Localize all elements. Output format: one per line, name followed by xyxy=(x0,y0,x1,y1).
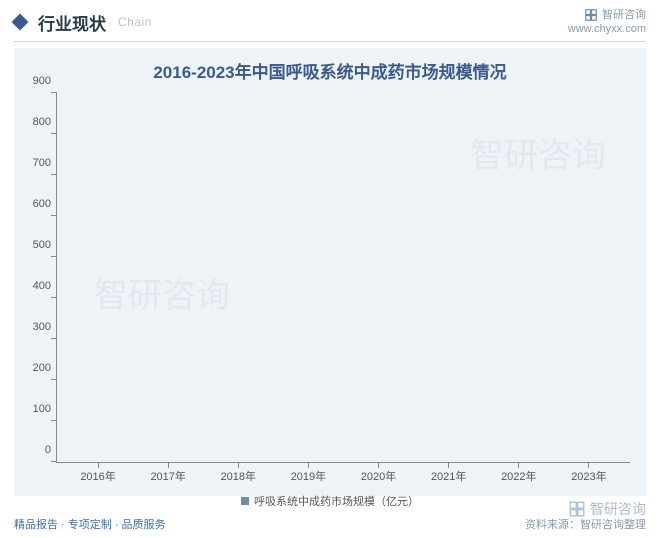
x-label: 2019年 xyxy=(291,468,326,484)
footer-left: 精品报告 · 专项定制 · 品质服务 xyxy=(14,516,166,532)
x-label: 2023年 xyxy=(571,468,606,484)
x-label: 2021年 xyxy=(431,468,466,484)
header-right: 智研咨询 www.chyxx.com xyxy=(568,8,646,37)
y-tick xyxy=(51,379,57,380)
chart-title: 2016-2023年中国呼吸系统中成药市场规模情况 xyxy=(22,58,638,83)
y-tick xyxy=(51,420,57,421)
header-subtitle: Chain xyxy=(118,15,152,29)
header-left: 行业现状 Chain xyxy=(14,10,152,35)
brand-logo-icon xyxy=(584,8,598,22)
y-tick xyxy=(51,297,57,298)
bars-container: 2016年2017年2018年2019年2020年2021年2022年2023年 xyxy=(57,93,630,462)
x-label: 2016年 xyxy=(80,468,115,484)
header: 行业现状 Chain 智研咨询 www.chyxx.com xyxy=(0,0,660,41)
chart-area: 2016-2023年中国呼吸系统中成药市场规模情况 2016年2017年2018… xyxy=(14,48,646,496)
y-tick xyxy=(51,92,57,93)
y-label: 0 xyxy=(23,444,51,456)
y-label: 100 xyxy=(23,403,51,415)
y-label: 400 xyxy=(23,280,51,292)
y-tick xyxy=(51,133,57,134)
brand-url: www.chyxx.com xyxy=(568,22,646,36)
y-tick xyxy=(51,215,57,216)
y-label: 300 xyxy=(23,321,51,333)
y-tick xyxy=(51,338,57,339)
x-label: 2022年 xyxy=(501,468,536,484)
y-label: 700 xyxy=(23,157,51,169)
y-label: 500 xyxy=(23,239,51,251)
x-label: 2018年 xyxy=(221,468,256,484)
y-label: 800 xyxy=(23,116,51,128)
legend-label: 呼吸系统中成药市场规模（亿元） xyxy=(254,493,419,509)
diamond-icon xyxy=(12,14,29,31)
legend-swatch xyxy=(241,497,249,505)
brand-name: 智研咨询 xyxy=(602,8,646,22)
chart-plot: 2016年2017年2018年2019年2020年2021年2022年2023年… xyxy=(56,93,630,463)
x-label: 2020年 xyxy=(361,468,396,484)
chart-legend: 呼吸系统中成药市场规模（亿元） xyxy=(22,493,638,509)
header-title: 行业现状 xyxy=(38,10,106,35)
footer-source: 资料来源：智研咨询整理 xyxy=(525,518,646,532)
y-tick xyxy=(51,256,57,257)
brand-logo-icon xyxy=(568,500,586,518)
y-label: 600 xyxy=(23,198,51,210)
y-label: 200 xyxy=(23,362,51,374)
x-label: 2017年 xyxy=(150,468,185,484)
y-tick xyxy=(51,174,57,175)
y-label: 900 xyxy=(23,75,51,87)
y-tick xyxy=(51,461,57,462)
header-divider xyxy=(14,41,646,42)
